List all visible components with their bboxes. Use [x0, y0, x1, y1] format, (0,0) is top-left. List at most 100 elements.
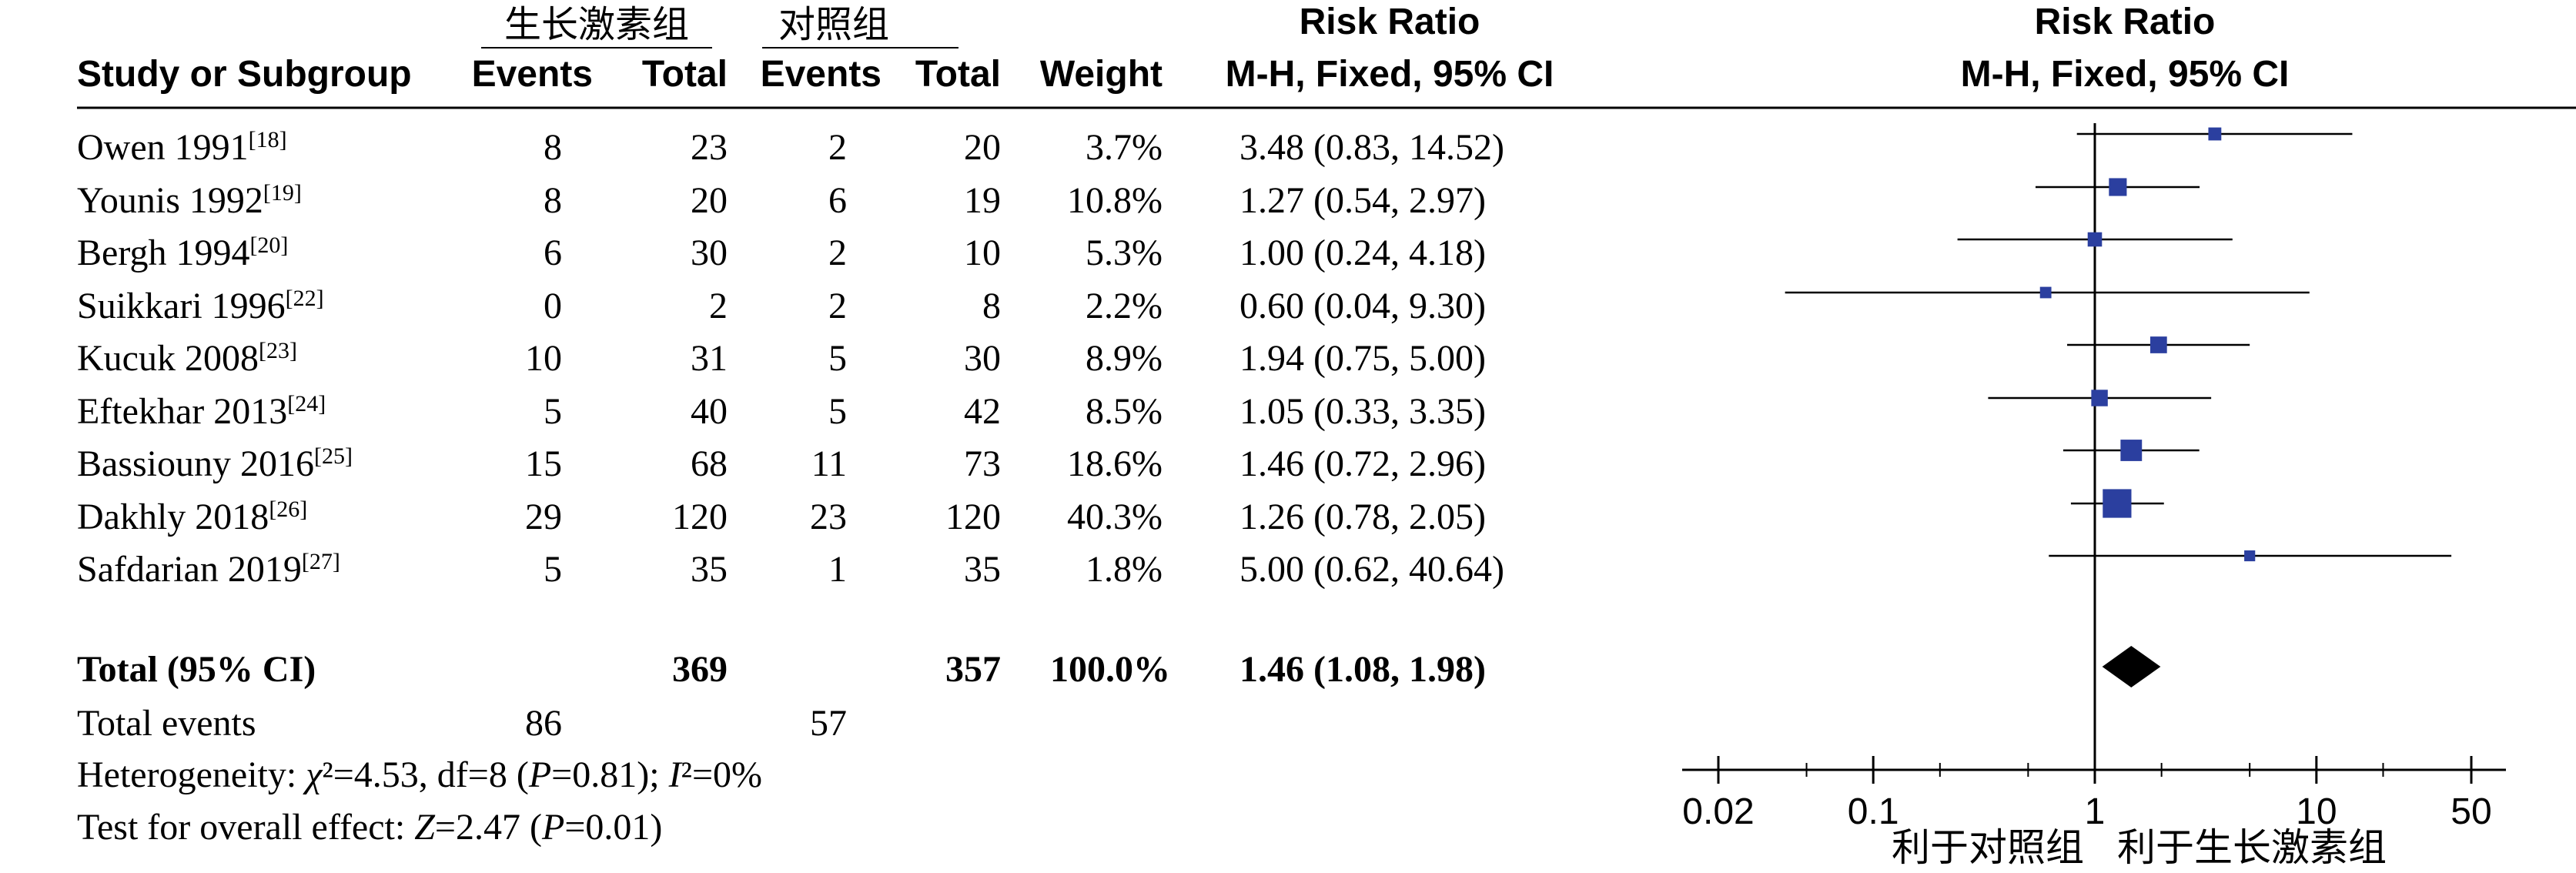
study-events1: 10 — [525, 338, 562, 379]
study-name: Owen 1991[18] — [77, 127, 287, 168]
x-axis-ticks: 0.02 0.1 1 10 50 — [1682, 756, 2492, 832]
study-total1: 120 — [672, 497, 728, 537]
x-tick-label: 10 — [2296, 791, 2337, 832]
study-point-estimate — [2091, 390, 2108, 406]
favours-control-label: 利于对照组 — [1892, 825, 2084, 870]
study-point-estimate — [2087, 232, 2103, 247]
study-total1: 68 — [691, 443, 728, 484]
favours-treatment-label: 利于生长激素组 — [2117, 825, 2387, 870]
events2-col-header: Events — [761, 54, 882, 95]
events-label: Total events — [77, 703, 256, 744]
study-weight: 1.8% — [1086, 549, 1163, 590]
study-ref: [24] — [287, 391, 326, 416]
total-ci-text: 1.46 (1.08, 1.98) — [1239, 649, 1486, 690]
pooled-diamond — [2102, 646, 2161, 687]
study-ci-text: 1.94 (0.75, 5.00) — [1239, 338, 1486, 379]
study-events1: 0 — [544, 286, 562, 326]
study-point-estimate — [2208, 127, 2222, 141]
study-ci-text: 0.60 (0.04, 9.30) — [1239, 286, 1486, 326]
total-label: Total (95% CI) — [77, 649, 316, 690]
study-ci-text: 1.27 (0.54, 2.97) — [1239, 180, 1486, 221]
rr-title: Risk Ratio — [1300, 2, 1480, 42]
x-tick-label: 50 — [2451, 791, 2491, 832]
study-point-estimate — [2039, 286, 2052, 299]
study-weight: 18.6% — [1067, 443, 1163, 484]
study-ref: [26] — [269, 497, 307, 522]
study-events1: 8 — [544, 180, 562, 221]
study-weight: 2.2% — [1086, 286, 1163, 326]
study-name: Suikkari 1996[22] — [77, 286, 324, 326]
x-tick-label: 0.1 — [1848, 791, 1899, 832]
total-weight: 100.0% — [1050, 649, 1170, 690]
study-ci-text: 1.46 (0.72, 2.96) — [1239, 443, 1486, 484]
weight-col-header: Weight — [1040, 54, 1163, 95]
study-ref: [20] — [249, 232, 288, 258]
x-tick-label: 0.02 — [1682, 791, 1754, 832]
study-total2: 42 — [964, 391, 1001, 432]
study-name: Bergh 1994[20] — [77, 232, 288, 273]
group1-header: 生长激素组 — [504, 3, 689, 46]
group2-header: 对照组 — [778, 3, 889, 46]
study-point-estimate — [2103, 489, 2132, 518]
study-events2: 2 — [828, 286, 847, 326]
study-name: Kucuk 2008[23] — [77, 338, 297, 379]
study-name: Eftekhar 2013[24] — [77, 391, 326, 432]
study-col-header: Study or Subgroup — [77, 54, 412, 95]
study-ci-text: 5.00 (0.62, 40.64) — [1239, 549, 1504, 590]
study-total1: 20 — [691, 180, 728, 221]
study-events2: 2 — [828, 127, 847, 168]
study-name: Dakhly 2018[26] — [77, 497, 307, 537]
study-total2: 73 — [964, 443, 1001, 484]
study-weight: 3.7% — [1086, 127, 1163, 168]
study-events2: 23 — [810, 497, 847, 537]
study-total1: 2 — [709, 286, 728, 326]
study-weight: 10.8% — [1067, 180, 1163, 221]
study-ref: [19] — [263, 180, 302, 206]
study-total1: 35 — [691, 549, 728, 590]
study-total2: 30 — [964, 338, 1001, 379]
study-name: Younis 1992[19] — [77, 180, 302, 221]
study-total2: 120 — [945, 497, 1001, 537]
study-ci-text: 1.00 (0.24, 4.18) — [1239, 232, 1486, 273]
total1-value: 369 — [672, 649, 728, 690]
x-tick-label: 1 — [2085, 791, 2106, 832]
study-point-estimate — [2149, 336, 2167, 353]
total2-col-header: Total — [915, 54, 1001, 95]
study-ci-text: 1.05 (0.33, 3.35) — [1239, 391, 1486, 432]
study-total2: 19 — [964, 180, 1001, 221]
study-total2: 20 — [964, 127, 1001, 168]
study-ref: [25] — [314, 443, 353, 469]
study-ref: [22] — [286, 286, 324, 311]
study-events1: 6 — [544, 232, 562, 273]
study-weight: 8.9% — [1086, 338, 1163, 379]
study-events2: 1 — [828, 549, 847, 590]
study-events1: 29 — [525, 497, 562, 537]
study-ref: [18] — [249, 127, 287, 152]
study-events2: 6 — [828, 180, 847, 221]
study-total2: 35 — [964, 549, 1001, 590]
study-total2: 10 — [964, 232, 1001, 273]
study-weight: 5.3% — [1086, 232, 1163, 273]
overall-effect-text: Test for overall effect: Z=2.47 (P=0.01) — [77, 807, 662, 848]
study-ref: [27] — [302, 549, 340, 574]
events2-total: 57 — [810, 703, 847, 744]
study-events1: 5 — [544, 391, 562, 432]
plot-method-header: M-H, Fixed, 95% CI — [1961, 54, 2290, 95]
study-point-estimate — [2109, 178, 2127, 196]
rr-method-header: M-H, Fixed, 95% CI — [1226, 54, 1554, 95]
plot-title: Risk Ratio — [2035, 2, 2216, 42]
study-total1: 40 — [691, 391, 728, 432]
study-point-estimate — [2120, 440, 2143, 461]
study-ci-text: 1.26 (0.78, 2.05) — [1239, 497, 1486, 537]
heterogeneity-text: Heterogeneity: χ²=4.53, df=8 (P=0.81); I… — [77, 754, 762, 795]
study-total2: 8 — [982, 286, 1001, 326]
study-ci-text: 3.48 (0.83, 14.52) — [1239, 127, 1504, 168]
study-rows: Owen 1991[18] 8 23 2 20 3.7% 3.48 (0.83, 14.52… — [77, 127, 1504, 590]
study-events1: 5 — [544, 549, 562, 590]
study-name: Bassiouny 2016[25] — [77, 443, 353, 484]
plot-marks — [1785, 127, 2452, 687]
events1-total: 86 — [525, 703, 562, 744]
events1-col-header: Events — [472, 54, 593, 95]
study-total1: 30 — [691, 232, 728, 273]
